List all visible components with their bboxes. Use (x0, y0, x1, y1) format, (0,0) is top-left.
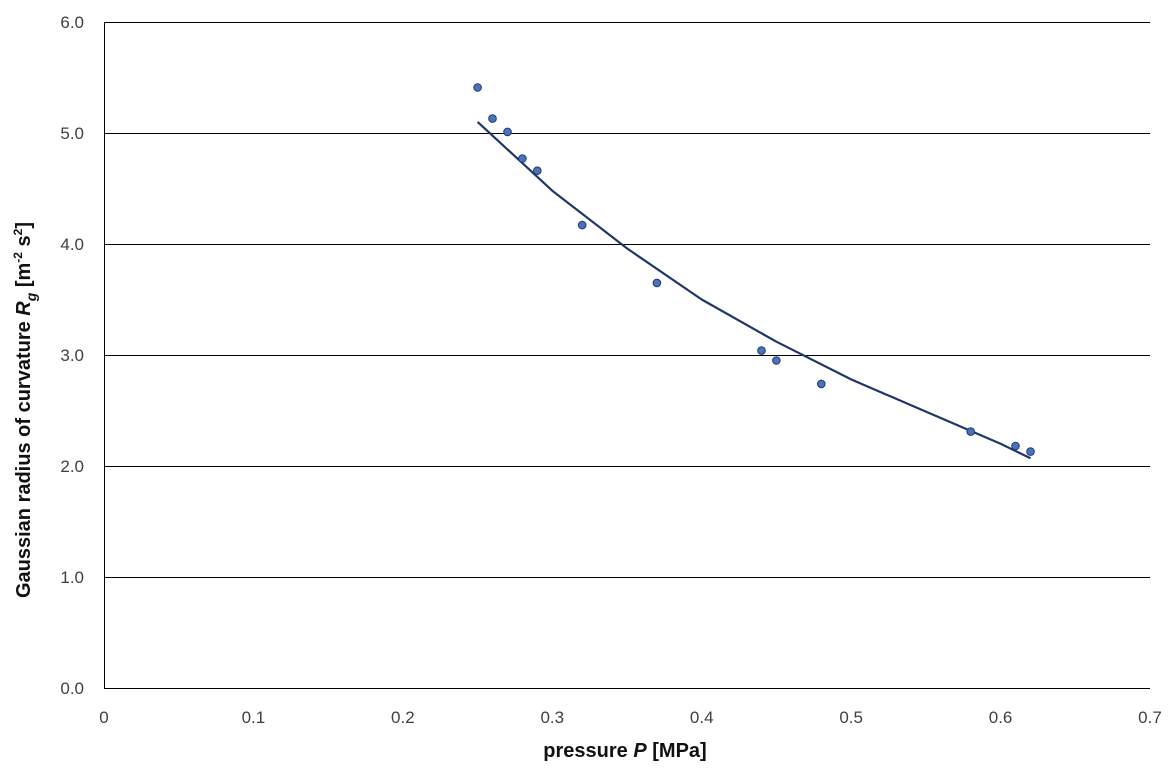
y-axis-title-unit-close: ] (13, 222, 35, 229)
y-tick-label: 3.0 (60, 346, 84, 365)
axes (104, 22, 1150, 689)
y-axis-title-unit-exp2: 2 (11, 228, 25, 235)
y-tick-label: 1.0 (60, 568, 84, 587)
x-tick-label: 0.5 (839, 708, 863, 727)
y-axis-title-unit-open: [m (13, 263, 35, 293)
data-point (533, 166, 542, 175)
y-tick-label: 6.0 (60, 13, 84, 32)
data-point (503, 127, 512, 137)
y-axis-title-unit-exp1: -2 (11, 252, 25, 263)
data-point (473, 83, 482, 92)
y-axis-title-sub: g (23, 292, 39, 302)
data-point (1011, 441, 1020, 451)
x-tick-labels: 0 0.1 0.2 0.3 0.4 0.5 0.6 0.7 (99, 708, 1162, 727)
data-point (1026, 447, 1035, 456)
y-axis-title-unit-mid: s (13, 235, 35, 252)
y-axis-title: Gaussian radius of curvature Rg [m-2 s2] (11, 222, 39, 598)
y-axis-title-pre: Gaussian radius of curvature (13, 316, 35, 598)
x-axis-title: pressure P [MPa] (543, 740, 706, 762)
x-tick-label: 0.3 (540, 708, 564, 727)
data-point (518, 154, 527, 163)
y-tick-label: 5.0 (60, 124, 84, 143)
x-tick-label: 0.7 (1138, 708, 1162, 727)
data-point (652, 278, 662, 288)
data-point (757, 346, 766, 355)
data-point (817, 379, 826, 389)
data-point (966, 427, 976, 436)
data-point (577, 220, 587, 230)
y-tick-labels: 0.0 1.0 2.0 3.0 4.0 5.0 6.0 (60, 13, 84, 698)
x-axis-title-var: P (633, 740, 647, 762)
x-tick-label: 0 (99, 708, 108, 727)
y-tick-label: 4.0 (60, 235, 84, 254)
data-point (772, 356, 781, 365)
y-tick-label: 0.0 (60, 679, 84, 698)
x-tick-label: 0.6 (989, 708, 1013, 727)
x-tick-label: 0.4 (690, 708, 714, 727)
x-axis-title-pre: pressure (543, 740, 633, 762)
x-tick-label: 0.2 (391, 708, 415, 727)
y-axis-title-var: R (13, 301, 35, 316)
x-axis-title-post: [MPa] (647, 740, 707, 762)
y-tick-label: 2.0 (60, 457, 84, 476)
trendline-group (476, 121, 1031, 460)
trendline (476, 121, 1031, 460)
data-points (473, 83, 1035, 456)
grid-lines (104, 22, 1150, 578)
data-point (488, 114, 497, 123)
x-tick-label: 0.1 (242, 708, 266, 727)
